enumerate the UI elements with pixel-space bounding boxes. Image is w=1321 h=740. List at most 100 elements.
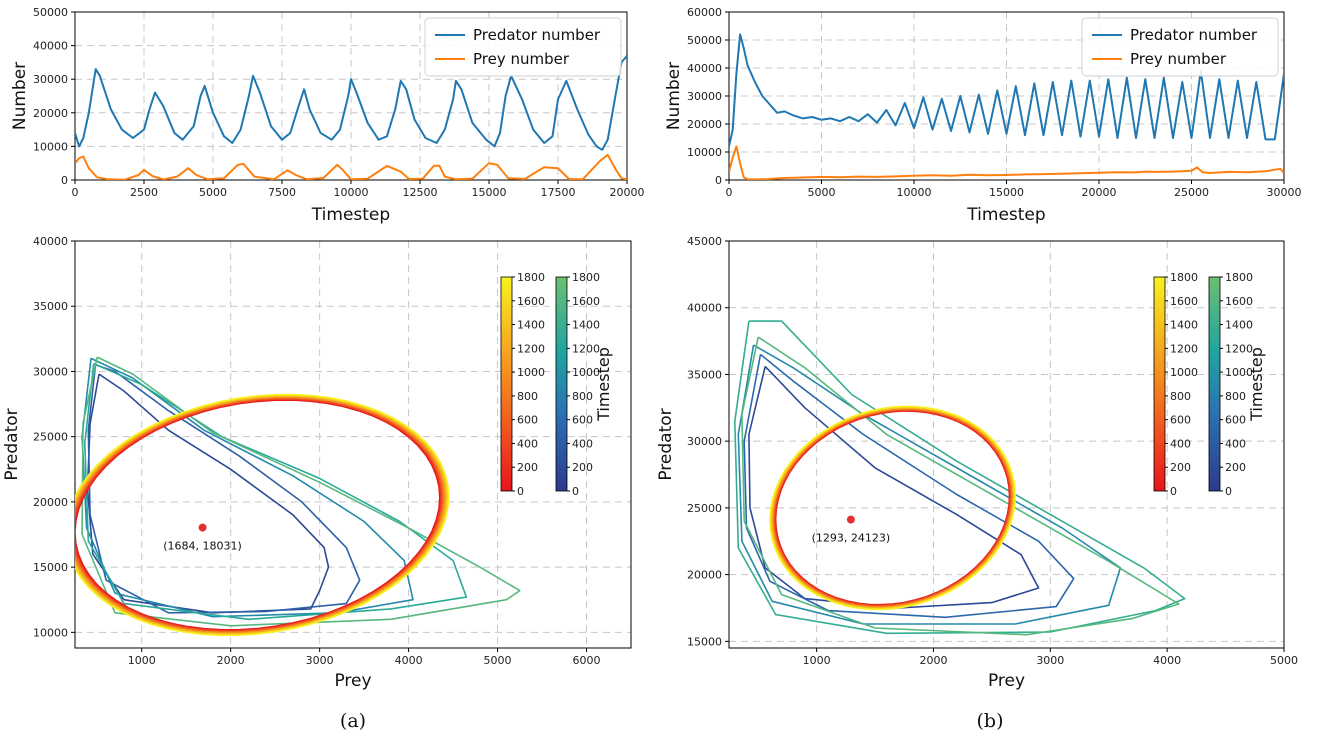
colorbar-tick-label: 800 (1170, 390, 1191, 403)
legend-label-0: Predator number (473, 26, 601, 44)
limit-cycle-5 (75, 395, 447, 634)
colorbar-tick-label: 1600 (572, 295, 600, 308)
legend: Predator number Prey number (424, 17, 622, 77)
y-tick-label: 50000 (33, 6, 68, 19)
x-tick-label: 1000 (128, 654, 156, 667)
plot-area (75, 356, 521, 637)
colorbar-tick-label: 400 (1170, 437, 1191, 450)
x-tick-label: 20000 (610, 186, 645, 199)
x-tick-label: 12500 (403, 186, 438, 199)
x-tick-label: 25000 (1174, 186, 1209, 199)
series-group (729, 33, 1284, 180)
colorbar-tick-label: 1000 (572, 366, 600, 379)
y-tick-label: 10000 (33, 140, 68, 153)
limit-cycle-7 (75, 394, 449, 636)
limit-cycle-2 (75, 398, 443, 632)
limit-cycle-4 (75, 396, 445, 634)
colorbar-tick-label: 800 (1225, 390, 1246, 403)
colorbar-tick-label: 200 (1225, 461, 1246, 474)
colorbar-tick-label: 200 (572, 461, 593, 474)
colorbar-tick-label: 1000 (517, 366, 545, 379)
colorbar-tick-label: 0 (517, 485, 524, 498)
x-tick-label: 5000 (808, 186, 836, 199)
colorbar-tick-label: 1200 (572, 342, 600, 355)
colorbar-tick-label: 800 (572, 390, 593, 403)
limit-cycle-1 (75, 398, 442, 632)
y-axis-label: Predator (2, 408, 22, 480)
caption-a: (a) (340, 710, 366, 732)
y-tick-label: 40000 (33, 40, 68, 53)
y-tick-label: 0 (61, 174, 68, 187)
x-tick-label: 2000 (919, 654, 947, 667)
colorbar-tick-label: 1800 (1170, 271, 1198, 284)
y-axis-label: Number (10, 62, 30, 130)
y-tick-label: 30000 (33, 365, 68, 378)
y-tick-label: 10000 (33, 626, 68, 639)
y-tick-label: 20000 (33, 496, 68, 509)
colorbar-label: Timestep (594, 347, 613, 422)
x-tick-label: 15000 (989, 186, 1024, 199)
legend-frame (424, 17, 622, 77)
colorbar-tick-label: 1400 (572, 319, 600, 332)
limit-cycle-11 (769, 405, 1016, 611)
colorbar-tick-label: 800 (517, 390, 538, 403)
colorbar-tick-label: 1200 (517, 342, 545, 355)
y-tick-label: 60000 (687, 6, 722, 19)
y-tick-label: 30000 (33, 73, 68, 86)
colorbar-label: Timestep (1247, 347, 1266, 422)
colorbar-tick-label: 1600 (517, 295, 545, 308)
colorbar-tick-label: 0 (572, 485, 579, 498)
plot-frame (728, 11, 1285, 181)
trajectory-4 (81, 356, 521, 627)
y-tick-label: 10000 (687, 146, 722, 159)
y-tick-label: 20000 (687, 569, 722, 582)
series-line-1 (729, 145, 1284, 180)
y-tick-label: 40000 (687, 62, 722, 75)
legend-frame (1081, 17, 1279, 77)
trajectory-1 (743, 353, 1075, 619)
colorbar-tick-label: 1800 (572, 271, 600, 284)
plot-frame (728, 240, 1285, 649)
x-tick-label: 20000 (1082, 186, 1117, 199)
colorbar-tick-label: 600 (517, 414, 538, 427)
panel-a-time-series: 0 2500 5000 7500 10000 12500 15000 17500 20000 0 1… (10, 6, 645, 225)
colorbar-tick-label: 0 (1225, 485, 1232, 498)
colorbar-tick-label: 600 (1170, 414, 1191, 427)
colorbar-tick-label: 400 (572, 437, 593, 450)
x-tick-label: 1000 (803, 654, 831, 667)
x-tick-label: 2000 (217, 654, 245, 667)
y-tick-label: 40000 (33, 235, 68, 248)
colorbar-tick-label: 200 (517, 461, 538, 474)
colorbar-tick-label: 1200 (1225, 342, 1253, 355)
caption-b: (b) (977, 710, 1004, 732)
x-tick-label: 2500 (130, 186, 158, 199)
trajectory-3 (733, 320, 1186, 635)
colorbar-tick-label: 1400 (517, 319, 545, 332)
legend-label-0: Predator number (1130, 26, 1258, 44)
limit-cycle-6 (75, 395, 448, 635)
equilibrium-point (846, 515, 855, 524)
colorbar-tick-label: 200 (1170, 461, 1191, 474)
y-tick-label: 40000 (687, 302, 722, 315)
colorbar-tick-label: 1400 (1170, 319, 1198, 332)
limit-cycle-3 (75, 397, 444, 633)
colorbar-tick-label: 1600 (1170, 295, 1198, 308)
y-tick-label: 15000 (687, 635, 722, 648)
colorbar-trajectory (555, 276, 568, 492)
colorbar-tick-label: 600 (572, 414, 593, 427)
x-tick-label: 30000 (1267, 186, 1302, 199)
trajectory-0 (748, 365, 1040, 609)
x-tick-label: 5000 (1270, 654, 1298, 667)
y-axis-label: Predator (656, 408, 676, 480)
x-tick-label: 0 (726, 186, 733, 199)
colorbar-tick-label: 600 (1225, 414, 1246, 427)
trajectory-2 (737, 344, 1122, 625)
x-tick-label: 5000 (199, 186, 227, 199)
trajectory-4 (741, 336, 1180, 636)
limit-cycle-8 (75, 393, 450, 637)
x-tick-label: 10000 (334, 186, 369, 199)
plot-area (733, 320, 1186, 636)
colorbar-tick-label: 1400 (1225, 319, 1253, 332)
series-line-0 (729, 33, 1284, 147)
